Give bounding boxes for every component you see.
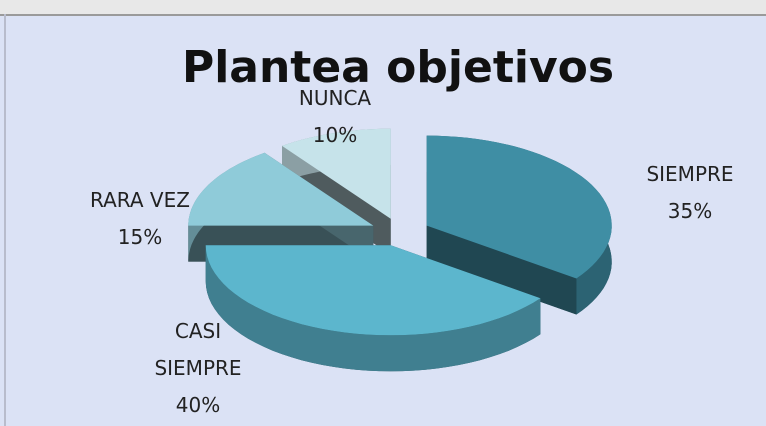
value-label: 40% [175,393,221,417]
slice-top [188,152,374,226]
slice-top [426,135,612,279]
category-label: SIEMPRE [646,162,734,186]
slice-top [205,245,541,336]
pie-slice [205,245,541,372]
value-label: 10% [312,123,358,147]
value-label: 35% [667,199,713,223]
data-label: SIEMPRE 35% [630,156,750,230]
slice-top [282,128,391,219]
category-label: NUNCA [298,86,372,110]
data-label: RARA VEZ 15% [60,182,220,256]
slice-edge-end [426,225,577,315]
category-label: RARA VEZ [90,188,190,212]
data-label: CASI SIEMPRE 40% [138,313,258,424]
window-border [4,14,6,426]
category-label: CASI SIEMPRE [154,319,242,380]
chart-title: Plantea objetivos [181,42,615,93]
slice-side [205,245,541,372]
data-label: NUNCA 10% [270,80,400,154]
pie-slice [426,135,612,315]
window-frame [0,0,766,16]
value-label: 15% [117,225,163,249]
